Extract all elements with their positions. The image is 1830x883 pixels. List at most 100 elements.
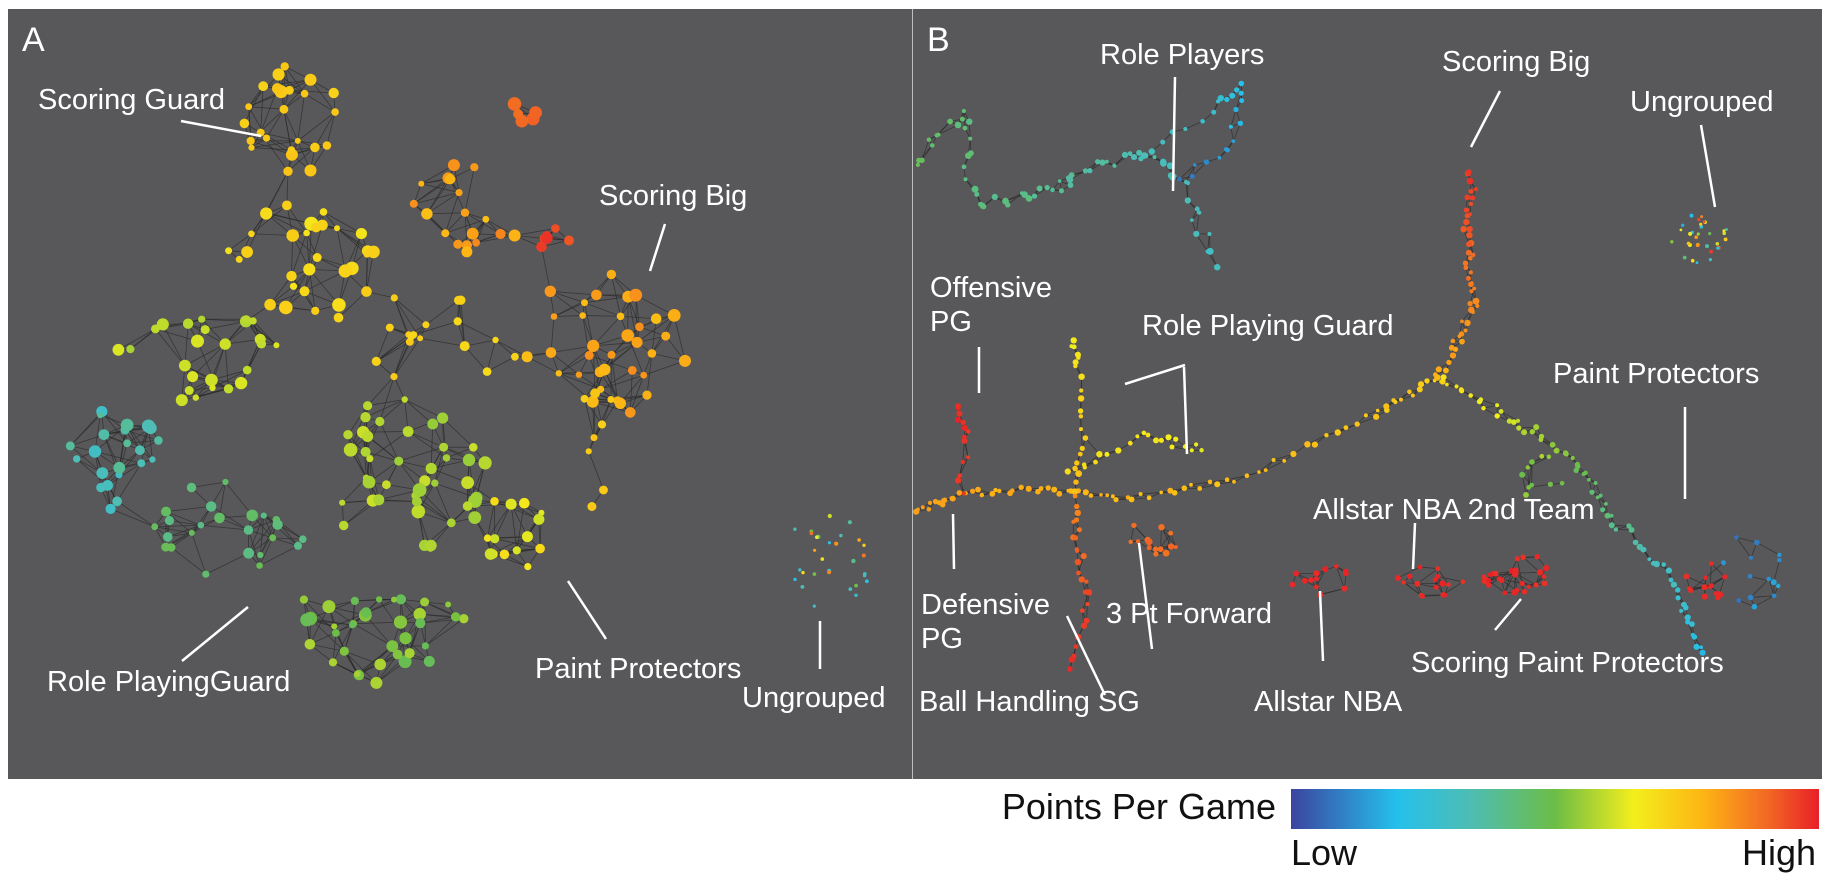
network-a-ungrouped-node: [848, 587, 853, 591]
network-b-node: [1511, 419, 1517, 425]
network-b-node: [1096, 451, 1103, 458]
network-b-edge: [1230, 126, 1234, 142]
label-allstar-nba-b: Allstar NBA: [1254, 686, 1403, 718]
network-b-edge: [1773, 559, 1780, 583]
network-b-node: [1313, 576, 1319, 582]
network-b-node: [1512, 571, 1519, 578]
network-b-node: [1688, 587, 1694, 593]
network-b-node: [1141, 430, 1147, 436]
network-b-node: [1072, 465, 1078, 472]
network-a-edge: [103, 434, 141, 451]
network-b-edge: [1521, 474, 1527, 496]
network-a-node: [647, 349, 657, 358]
network-a-ungrouped-node: [834, 541, 839, 546]
network-b-node: [1177, 176, 1183, 182]
network-b-edge: [921, 145, 933, 161]
network-a-edge: [347, 434, 367, 478]
network-b-node: [1153, 551, 1159, 557]
network-a-node: [163, 532, 173, 542]
network-a-node: [164, 515, 174, 526]
network-b-node: [1200, 119, 1205, 124]
network-b-edge: [1112, 495, 1128, 498]
network-b-node: [1313, 570, 1320, 577]
network-a-node: [279, 104, 289, 114]
network-a-node: [533, 513, 545, 525]
label-leader-line-a: [648, 223, 667, 272]
network-b-node: [1777, 557, 1782, 563]
network-a-node: [607, 350, 616, 359]
network-b-node: [989, 490, 996, 497]
network-a-edge: [592, 315, 621, 347]
network-a-node: [246, 509, 258, 522]
network-a-node: [627, 366, 637, 375]
network-b-node: [1354, 421, 1360, 427]
network-a-edge: [248, 519, 277, 531]
label-leader-line-b: [1469, 90, 1502, 148]
network-b-node: [1499, 577, 1505, 583]
network-b-node: [1189, 448, 1194, 453]
label-leader-line-b: [1065, 615, 1107, 696]
network-b-node: [959, 116, 965, 122]
network-a-edge: [600, 374, 644, 390]
network-b-edge: [1421, 594, 1443, 596]
network-a-node: [511, 352, 519, 361]
network-b-node: [1463, 328, 1468, 333]
network-b-node: [1435, 366, 1442, 373]
label-leader-line-a: [180, 119, 262, 138]
network-a-node: [322, 600, 336, 614]
network-a-edge: [70, 434, 105, 447]
network-a-node: [182, 318, 194, 329]
network-a-edge: [635, 295, 638, 343]
network-b-node: [1469, 289, 1474, 294]
network-b-node: [1470, 252, 1476, 258]
network-b-node: [1526, 485, 1531, 490]
network-b-node: [1082, 168, 1089, 174]
network-a-edge: [376, 336, 412, 362]
network-a-edge: [550, 352, 580, 376]
network-a-node: [222, 478, 229, 486]
network-b-node: [1542, 564, 1550, 572]
network-a-node: [411, 504, 426, 519]
network-a-edge: [492, 553, 528, 568]
network-b-edge: [1161, 527, 1172, 547]
network-a-edge: [332, 662, 358, 675]
network-a-node: [482, 367, 492, 376]
network-a-node: [536, 241, 547, 253]
network-b-node: [1158, 524, 1165, 531]
network-a-edge: [425, 616, 456, 647]
network-b-edge: [1750, 578, 1770, 598]
network-b-ungrouped-node: [1724, 228, 1728, 231]
network-b-node: [1553, 447, 1560, 454]
network-a-edge: [289, 89, 334, 94]
network-a-node: [390, 373, 398, 381]
network-a-node: [287, 146, 296, 154]
network-b-node: [1446, 359, 1452, 366]
network-a-edge: [627, 296, 629, 336]
network-a-node: [606, 269, 617, 280]
network-b-node: [1079, 445, 1085, 451]
network-a-node: [437, 412, 449, 424]
network-a-node: [209, 384, 216, 391]
network-a-edge: [263, 79, 311, 87]
network-a-node: [349, 621, 356, 629]
network-b-node: [1506, 418, 1513, 424]
network-b-ungrouped-node: [1723, 237, 1728, 242]
network-a-node: [339, 646, 349, 656]
network-b-node: [1467, 300, 1473, 307]
network-b-node: [1074, 351, 1081, 358]
network-b-node: [1192, 163, 1197, 167]
network-a-node: [374, 658, 387, 671]
network-a-node: [256, 562, 263, 569]
network-b-node: [1021, 191, 1028, 198]
network-b-node: [1074, 503, 1080, 510]
network-b-ungrouped-node: [1705, 244, 1709, 249]
network-b-node: [1432, 577, 1438, 583]
network-a-node: [256, 339, 267, 349]
network-a-edge: [259, 537, 274, 566]
network-b-node: [1647, 557, 1652, 562]
network-a-edge: [165, 511, 193, 534]
network-b-edge: [1185, 164, 1196, 183]
network-b-edge: [1736, 537, 1752, 559]
network-b-ungrouped-node: [1679, 228, 1683, 232]
network-b-edge: [1273, 453, 1294, 461]
